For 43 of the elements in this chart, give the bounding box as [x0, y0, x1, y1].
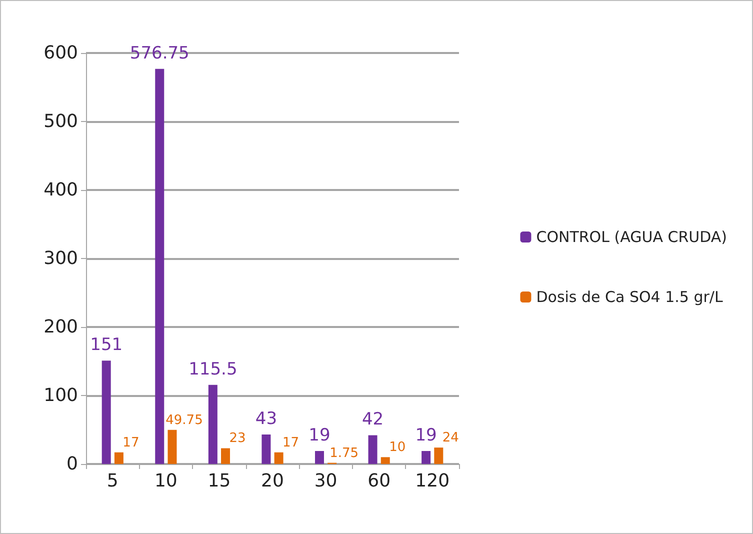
bar: [102, 360, 111, 464]
data-label: 19: [415, 425, 437, 446]
legend-label: CONTROL (AGUA CRUDA): [536, 228, 728, 246]
x-tick-label: 20: [261, 470, 284, 492]
data-label: 24: [442, 430, 459, 446]
bar: [380, 457, 390, 464]
bar: [221, 448, 230, 464]
bar: [422, 450, 431, 464]
y-tick-label: 300: [44, 248, 78, 269]
bar: [434, 448, 444, 464]
y-tick-label: 400: [44, 180, 78, 200]
x-tick-label: 30: [314, 470, 338, 492]
data-label: 10: [389, 440, 406, 456]
x-tick-label: 10: [154, 470, 178, 492]
x-tick-label: 5: [106, 470, 118, 492]
x-tick-label: 60: [368, 470, 391, 492]
legend-label: Dosis de Ca SO4 1.5 gr/L: [536, 288, 724, 306]
data-label: 19: [308, 425, 330, 446]
y-tick-label: 100: [44, 385, 78, 406]
data-label: 151: [90, 335, 123, 356]
bar: [208, 384, 218, 464]
y-tick-label: 0: [66, 454, 78, 474]
x-tick-label: 15: [208, 470, 231, 492]
bar: [274, 452, 284, 464]
data-label: 576.75: [130, 43, 190, 64]
bar: [314, 450, 324, 464]
data-label: 42: [362, 410, 384, 430]
bar: [168, 430, 177, 464]
data-label: 17: [282, 435, 300, 450]
y-tick-label: 600: [44, 42, 78, 64]
bar: [262, 434, 271, 464]
x-tick-label: 120: [415, 470, 450, 492]
bar: [368, 435, 378, 464]
y-tick-label: 500: [44, 111, 78, 132]
data-label: 1.75: [330, 446, 359, 461]
data-label: 23: [229, 431, 246, 446]
y-tick-label: 200: [44, 316, 78, 338]
bar: [155, 68, 164, 464]
data-label: 43: [255, 409, 278, 430]
data-label: 115.5: [188, 359, 238, 380]
bar: [114, 452, 124, 464]
data-label: 49.75: [166, 412, 203, 428]
data-label: 17: [122, 435, 140, 450]
